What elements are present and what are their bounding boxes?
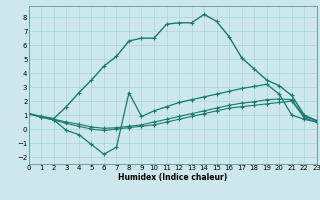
- X-axis label: Humidex (Indice chaleur): Humidex (Indice chaleur): [118, 173, 228, 182]
